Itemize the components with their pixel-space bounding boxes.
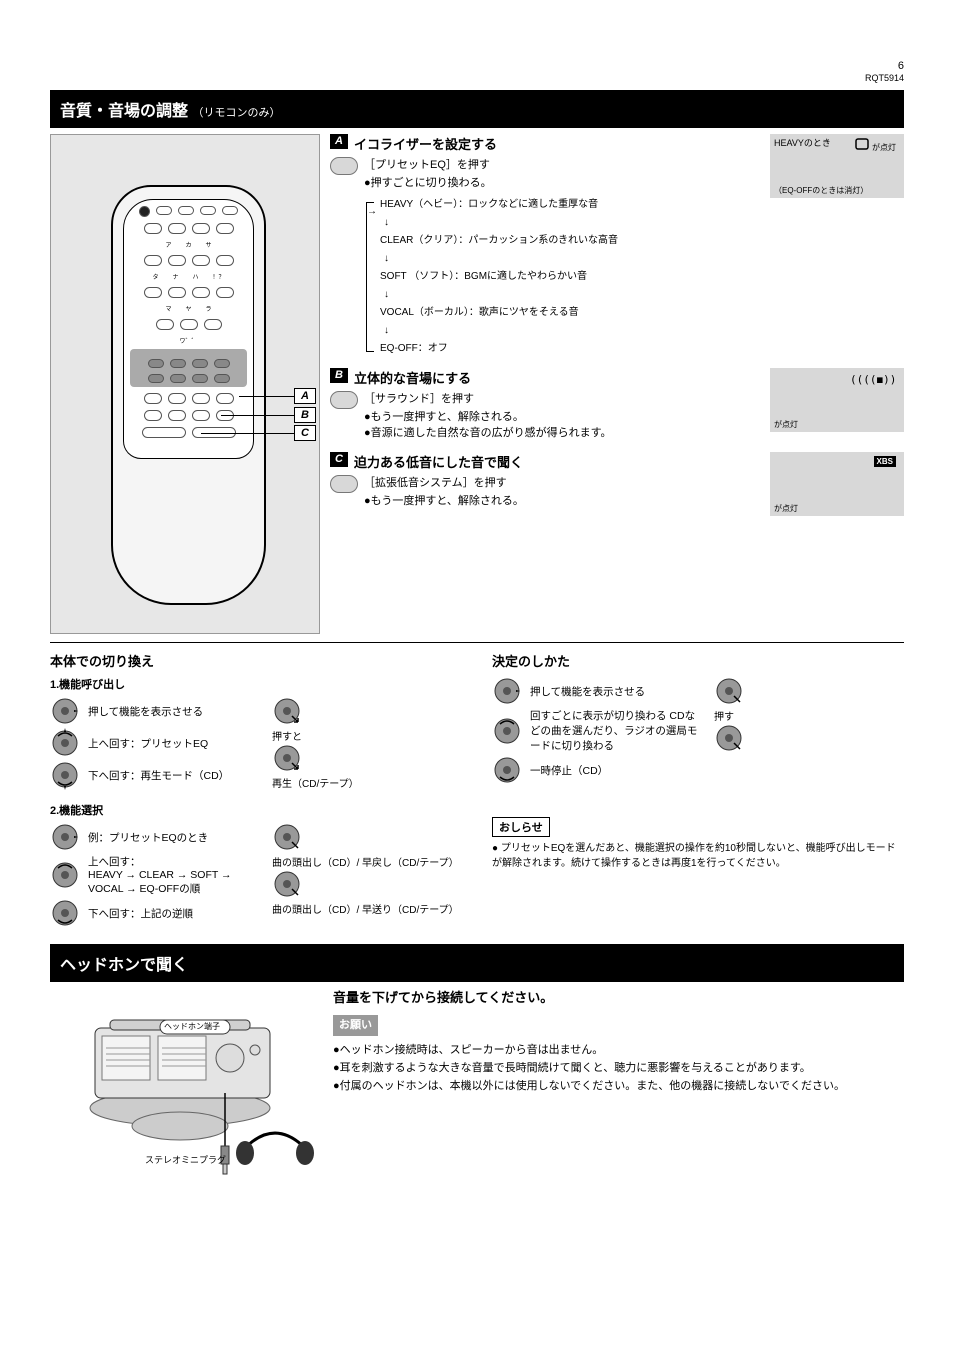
setting-a: A イコライザーを設定する ［プリセットEQ］を押す ●押すごとに切り換わる。 … xyxy=(330,134,904,358)
setting-b-btn-text: ［サラウンド］を押す xyxy=(364,391,474,408)
eq-indicator-icon xyxy=(855,138,869,150)
left-ops-column: 本体での切り換え 1.機能呼び出し 押して機能を表示させる 上へ回す：プリセット… xyxy=(50,651,462,930)
jog-press-icon-2 xyxy=(272,743,302,773)
setting-b-note2: ●音源に適した自然な音の広がり感が得られます。 xyxy=(364,425,762,442)
jog-press-icon-3 xyxy=(272,822,302,852)
settings-column: A イコライザーを設定する ［プリセットEQ］を押す ●押すごとに切り換わる。 … xyxy=(330,134,904,634)
remote-diagram: アカサ タナハ！？ マヤラ ワ゛゜ A B C xyxy=(50,134,320,634)
page-chapter: RQT5914 xyxy=(865,73,904,83)
display-demo-b: ((((◼)))) が点灯 xyxy=(770,368,904,432)
op-text-2: 上へ回す：プリセットEQ xyxy=(88,736,262,751)
plug-label: ステレオミニプラグ xyxy=(145,1153,226,1166)
hp-bullet-0: ●ヘッドホン接続時は、スピーカーから音は出ません。 xyxy=(333,1042,904,1060)
stereo-diagram: ヘッドホン端子 ステレオミニプラグ xyxy=(50,988,315,1178)
divider xyxy=(50,642,904,643)
setting-c: C 迫力ある低音にした音で聞く ［拡張低音システム］を押す ●もう一度押すと、解… xyxy=(330,452,904,516)
remote-body: アカサ タナハ！？ マヤラ ワ゛゜ xyxy=(111,185,266,605)
op-text-r2: 回すごとに表示が切り換わる CDなどの曲を選んだり、ラジオの選局モードに切り換わ… xyxy=(530,708,704,753)
remote-label-b: B xyxy=(294,407,316,423)
svg-text:((((◼)))): ((((◼)))) xyxy=(850,373,896,386)
jog-press-icon-4 xyxy=(272,869,302,899)
setting-b-note1: ●もう一度押すと、解除される。 xyxy=(364,409,762,426)
right-ops-column: 決定のしかた 押して機能を表示させる 回すごとに表示が切り換わる CDなどの曲を… xyxy=(492,651,904,930)
preset-eq-button[interactable] xyxy=(330,157,358,175)
section-subtitle: （リモコンのみ） xyxy=(192,107,280,119)
op-text-3: 下へ回す：再生モード（CD） xyxy=(88,768,262,783)
jog-dial-icon-r xyxy=(492,676,522,706)
op-result-2: 曲の頭出し（CD）/ 早戻し（CD/テープ） 曲の頭出し（CD）/ 早送り（CD… xyxy=(272,822,462,916)
op-result-1: 押すと 再生（CD/テープ） xyxy=(272,696,462,790)
hp-heading: 音量を下げてから接続してください。 xyxy=(333,988,904,1009)
remote-inner: アカサ タナハ！？ マヤラ ワ゛゜ xyxy=(123,199,254,459)
setting-a-note1: ●押すごとに切り換わる。 xyxy=(364,175,492,192)
notice-box: おしらせ xyxy=(492,817,550,837)
jog-dial-icon xyxy=(50,696,80,726)
jog-dial-up-icon xyxy=(50,728,80,758)
jog-press-icon xyxy=(272,696,302,726)
remote-label-a: A xyxy=(294,388,316,404)
setting-b: B 立体的な音場にする ［サラウンド］を押す ●もう一度押すと、解除される。 ●… xyxy=(330,368,904,442)
badge-c: C xyxy=(330,452,348,467)
op-text-1: 押して機能を表示させる xyxy=(88,704,262,719)
display-demo-a: HEAVYのとき が点灯 （EQ-OFFのときは消灯） xyxy=(770,134,904,198)
section-header-headphone: ヘッドホンで聞く xyxy=(50,944,904,982)
ops-sub2: 2.機能選択 xyxy=(50,802,462,818)
main-unit-operations: 本体での切り換え 1.機能呼び出し 押して機能を表示させる 上へ回す：プリセット… xyxy=(50,651,904,930)
setting-c-title: 迫力ある低音にした音で聞く xyxy=(354,452,523,471)
left-ops-heading: 本体での切り換え xyxy=(50,651,462,670)
caution-label: お願い xyxy=(333,1015,378,1037)
jog-press-icon-r2 xyxy=(714,723,744,753)
xbs-badge: XBS xyxy=(874,456,896,467)
op-text-g2-0: 例：プリセットEQのとき xyxy=(88,830,262,845)
jog-press-icon-r1 xyxy=(714,676,744,706)
xbs-button[interactable] xyxy=(330,475,358,493)
jog-dial-down-icon xyxy=(50,760,80,790)
setting-c-note1: ●もう一度押すと、解除される。 xyxy=(364,493,524,510)
headphone-jack-label: ヘッドホン端子 xyxy=(164,1021,220,1032)
op-text-g2-2: 下へ回す：上記の逆順 xyxy=(88,906,262,921)
ops-sub1: 1.機能呼び出し xyxy=(50,676,462,692)
jog-dial-up-icon-r xyxy=(492,716,522,746)
jog-dial-up-icon-2 xyxy=(50,860,80,890)
jog-dial-icon-2 xyxy=(50,822,80,852)
section-title: 音質・音場の調整 xyxy=(60,103,188,120)
op-text-r3: 一時停止（CD） xyxy=(530,763,704,778)
jog-dial-down-icon-2 xyxy=(50,898,80,928)
surround-button[interactable] xyxy=(330,391,358,409)
headphone-section: ヘッドホン端子 ステレオミニプラグ 音量を下げてから接続してください。 お願い … xyxy=(50,988,904,1178)
remote-label-c: C xyxy=(294,425,316,441)
surround-indicator-icon: ((((◼)))) xyxy=(850,372,896,386)
hp-bullet-1: ●耳を刺激するような大きな音量で長時間続けて聞くと、聴力に悪影響を与えることがあ… xyxy=(333,1060,904,1078)
op-result-r: 押す xyxy=(714,676,904,755)
setting-b-title: 立体的な音場にする xyxy=(354,368,471,387)
headphone-text: 音量を下げてから接続してください。 お願い ●ヘッドホン接続時は、スピーカーから… xyxy=(333,988,904,1178)
hp-bullet-2: ●付属のヘッドホンは、本機以外には使用しないでください。また、他の機器に接続しな… xyxy=(333,1078,904,1096)
jog-dial-down-icon-r xyxy=(492,755,522,785)
badge-b: B xyxy=(330,368,348,383)
op-text-g2-1: 上へ回す： HEAVY → CLEAR → SOFT → VOCAL → EQ-… xyxy=(88,854,262,896)
sound-settings-area: アカサ タナハ！？ マヤラ ワ゛゜ A B C xyxy=(50,134,904,634)
section3-title: ヘッドホンで聞く xyxy=(60,957,188,974)
setting-c-btn-text: ［拡張低音システム］を押す xyxy=(364,475,507,492)
setting-a-btn-text: ［プリセットEQ］を押す xyxy=(364,157,490,174)
badge-a: A xyxy=(330,134,348,149)
section-header-sound: 音質・音場の調整 （リモコンのみ） xyxy=(50,90,904,128)
page-footer: 6 RQT5914 xyxy=(50,60,904,84)
eq-flow-diagram: → HEAVY（ヘビー）：ロックなどに適した重厚な音 ↓ CLEAR（クリア）：… xyxy=(366,196,762,358)
display-demo-c: XBS が点灯 xyxy=(770,452,904,516)
page-number: 6 xyxy=(898,60,904,72)
setting-a-title: イコライザーを設定する xyxy=(354,134,497,153)
notice-text: ● プリセットEQを選んだあと、機能選択の操作を約10秒間しないと、機能呼び出し… xyxy=(492,841,904,871)
op-text-r1: 押して機能を表示させる xyxy=(530,684,704,699)
right-ops-heading: 決定のしかた xyxy=(492,651,904,670)
